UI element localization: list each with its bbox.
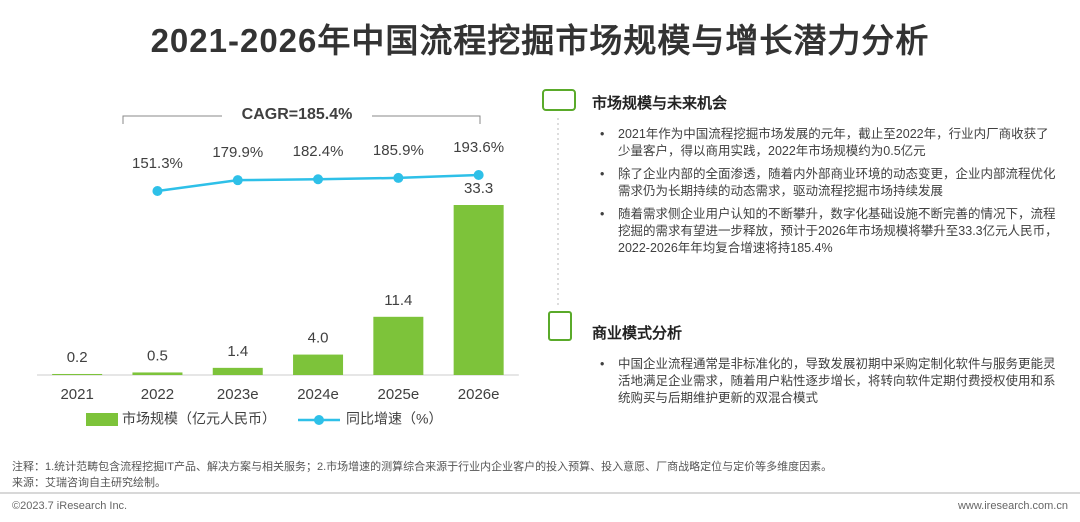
- growth-value-label: 185.9%: [373, 142, 424, 159]
- growth-value-label: 193.6%: [453, 139, 504, 156]
- bar: [453, 205, 504, 375]
- note: 来源：艾瑞咨询自主研究绘制。: [12, 477, 166, 489]
- legend-label: 市场规模（亿元人民币）: [122, 411, 276, 427]
- growth-point: [232, 175, 243, 186]
- bar-value-label: 33.3: [464, 180, 493, 197]
- slide-title: 2021-2026年中国流程挖掘市场规模与增长潜力分析: [150, 22, 930, 59]
- x-tick-label: 2026e: [458, 386, 500, 403]
- legend-swatch: [86, 413, 118, 426]
- bullet-list: 中国企业流程通常是非标准化的，导致发展初期中采购定制化软件与服务更能灵活地满足企…: [600, 356, 1060, 413]
- bar: [373, 316, 424, 375]
- x-tick-label: 2024e: [297, 386, 339, 403]
- section-title: 商业模式分析: [592, 325, 683, 342]
- bar-value-label: 1.4: [227, 343, 248, 360]
- note: 注释：1.统计范畴包含流程挖掘IT产品、解决方案与相关服务；2.市场增速的测算综…: [12, 461, 833, 473]
- section-icon: [542, 89, 576, 111]
- growth-point: [313, 174, 324, 185]
- section-title: 市场规模与未来机会: [592, 95, 728, 112]
- x-tick-label: 2023e: [217, 386, 259, 403]
- legend-label: 同比增速（%）: [346, 411, 442, 427]
- bar-value-label: 0.2: [67, 349, 88, 366]
- cagr-bg: [222, 104, 372, 126]
- growth-point: [152, 186, 163, 196]
- x-tick-label: 2025e: [377, 386, 419, 403]
- bar-value-label: 0.5: [147, 347, 168, 364]
- growth-point: [473, 170, 484, 180]
- copyright: ©2023.7 iResearch Inc.: [12, 500, 128, 512]
- bullet: 2021年作为中国流程挖掘市场发展的元年，截止至2022年，行业内厂商收获了少量…: [600, 126, 1060, 160]
- x-tick-label: 2022: [141, 386, 174, 403]
- cagr-annotation: CAGR=185.4%: [242, 106, 353, 123]
- bar: [212, 367, 263, 375]
- growth-value-label: 182.4%: [293, 143, 344, 160]
- growth-value-label: 151.3%: [132, 155, 183, 172]
- bar-value-label: 4.0: [308, 330, 329, 347]
- website: www.iresearch.com.cn: [957, 500, 1068, 512]
- bar: [293, 354, 344, 375]
- bar: [132, 372, 183, 375]
- growth-value-label: 179.9%: [212, 144, 263, 161]
- bullet: 随着需求侧企业用户认知的不断攀升，数字化基础设施不断完善的情况下，流程挖掘的需求…: [600, 206, 1060, 257]
- bullet-list: 2021年作为中国流程挖掘市场发展的元年，截止至2022年，行业内厂商收获了少量…: [600, 126, 1060, 263]
- legend-dot: [314, 415, 324, 425]
- bar-value-label: 11.4: [384, 292, 412, 309]
- bullet: 中国企业流程通常是非标准化的，导致发展初期中采购定制化软件与服务更能灵活地满足企…: [600, 356, 1060, 407]
- x-tick-label: 2021: [60, 386, 93, 403]
- bullet: 除了企业内部的全面渗透，随着内外部商业环境的动态变更，企业内部流程优化需求仍为长…: [600, 166, 1060, 200]
- section-icon: [548, 311, 572, 341]
- growth-point: [393, 172, 404, 183]
- bar: [52, 373, 103, 375]
